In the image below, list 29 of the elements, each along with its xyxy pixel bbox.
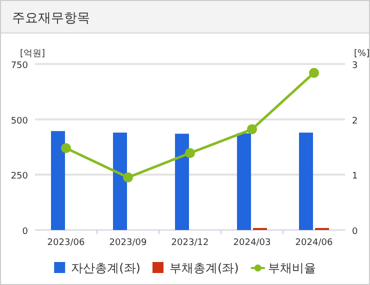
y2-axis-title: [%]	[354, 49, 370, 59]
x-tick-label: 2023/09	[109, 238, 147, 248]
bar	[299, 132, 313, 230]
y-tick-label: 500	[10, 116, 28, 126]
point	[185, 148, 195, 158]
x-tick-label: 2024/03	[233, 238, 271, 248]
y2-tick-label: 2	[352, 116, 358, 126]
bar	[237, 133, 251, 230]
y2-tick-label: 3	[352, 61, 358, 71]
bar	[175, 134, 189, 230]
x-tick-label: 2023/12	[171, 238, 209, 248]
y-axis-title: [억원]	[20, 49, 46, 59]
point	[247, 124, 257, 134]
legend-label: 부채총계(좌)	[170, 261, 239, 275]
legend-label: 부채비율	[268, 261, 316, 275]
y-tick-label: 0	[22, 227, 28, 237]
chart-title: 주요재무항목	[12, 11, 90, 26]
bar	[113, 132, 127, 230]
y2-tick-label: 0	[352, 227, 358, 237]
x-tick-label: 2023/06	[47, 238, 85, 248]
x-tick-label: 2024/06	[295, 238, 333, 248]
point	[61, 143, 71, 154]
bar	[51, 131, 65, 230]
y2-tick-label: 1	[352, 172, 358, 182]
point	[123, 172, 133, 182]
y-tick-label: 250	[10, 172, 28, 182]
legend-label: 자산총계(좌)	[71, 261, 140, 275]
point	[309, 68, 319, 78]
y-tick-label: 750	[10, 61, 28, 71]
